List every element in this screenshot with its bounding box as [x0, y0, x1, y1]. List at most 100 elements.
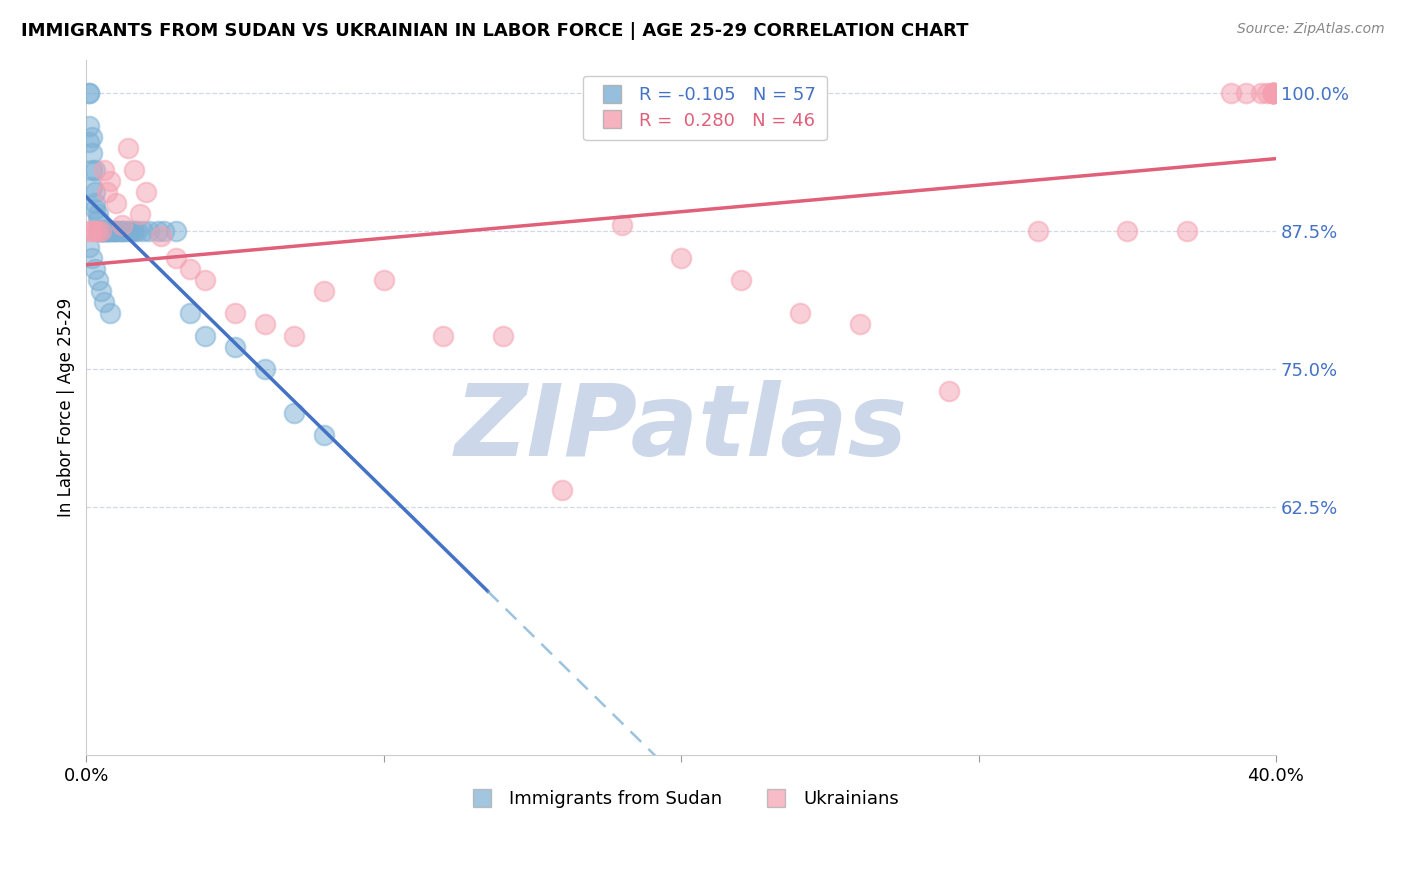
- Point: [1261, 86, 1284, 100]
- Point: [82, 146, 104, 161]
- Point: [1116, 224, 1139, 238]
- Point: [101, 224, 124, 238]
- Point: [122, 224, 145, 238]
- Point: [90, 285, 112, 299]
- Point: [146, 224, 169, 238]
- Point: [98, 174, 121, 188]
- Point: [165, 224, 187, 238]
- Point: [98, 224, 121, 238]
- Point: [105, 224, 128, 238]
- Point: [90, 224, 112, 238]
- Point: [114, 224, 136, 238]
- Point: [179, 306, 201, 320]
- Point: [1261, 86, 1284, 100]
- Point: [149, 229, 172, 244]
- Point: [314, 285, 336, 299]
- Point: [105, 224, 128, 238]
- Point: [138, 224, 160, 238]
- Point: [96, 185, 118, 199]
- Point: [1261, 86, 1284, 100]
- Point: [93, 224, 115, 238]
- Point: [108, 224, 131, 238]
- Point: [105, 196, 128, 211]
- Point: [135, 185, 157, 199]
- Point: [82, 163, 104, 178]
- Point: [93, 163, 115, 178]
- Legend: Immigrants from Sudan, Ukrainians: Immigrants from Sudan, Ukrainians: [457, 783, 905, 815]
- Point: [77, 240, 100, 254]
- Point: [111, 224, 134, 238]
- Point: [82, 179, 104, 194]
- Point: [93, 224, 115, 238]
- Point: [96, 224, 118, 238]
- Point: [87, 207, 110, 221]
- Point: [1250, 86, 1272, 100]
- Point: [1261, 86, 1284, 100]
- Point: [194, 328, 217, 343]
- Point: [87, 273, 110, 287]
- Point: [1256, 86, 1278, 100]
- Point: [93, 295, 115, 310]
- Point: [1234, 86, 1257, 100]
- Point: [165, 252, 187, 266]
- Point: [87, 224, 110, 238]
- Point: [84, 262, 107, 277]
- Point: [194, 273, 217, 287]
- Point: [111, 224, 134, 238]
- Point: [128, 207, 150, 221]
- Point: [90, 224, 112, 238]
- Point: [117, 224, 139, 238]
- Point: [125, 224, 148, 238]
- Text: IMMIGRANTS FROM SUDAN VS UKRAINIAN IN LABOR FORCE | AGE 25-29 CORRELATION CHART: IMMIGRANTS FROM SUDAN VS UKRAINIAN IN LA…: [21, 22, 969, 40]
- Point: [152, 224, 174, 238]
- Point: [117, 141, 139, 155]
- Point: [82, 252, 104, 266]
- Y-axis label: In Labor Force | Age 25-29: In Labor Force | Age 25-29: [58, 298, 75, 516]
- Point: [610, 218, 633, 232]
- Point: [77, 224, 100, 238]
- Point: [492, 328, 515, 343]
- Point: [77, 119, 100, 133]
- Point: [90, 224, 112, 238]
- Point: [77, 136, 100, 150]
- Point: [84, 202, 107, 216]
- Point: [90, 224, 112, 238]
- Point: [224, 306, 246, 320]
- Point: [90, 224, 112, 238]
- Point: [373, 273, 395, 287]
- Point: [101, 224, 124, 238]
- Point: [551, 483, 574, 497]
- Point: [84, 185, 107, 199]
- Point: [1261, 86, 1284, 100]
- Point: [253, 318, 276, 332]
- Point: [87, 224, 110, 238]
- Text: Source: ZipAtlas.com: Source: ZipAtlas.com: [1237, 22, 1385, 37]
- Point: [1220, 86, 1243, 100]
- Point: [84, 224, 107, 238]
- Point: [224, 340, 246, 354]
- Point: [77, 86, 100, 100]
- Point: [98, 224, 121, 238]
- Point: [432, 328, 454, 343]
- Text: ZIPatlas: ZIPatlas: [454, 380, 908, 476]
- Point: [96, 224, 118, 238]
- Point: [1261, 86, 1284, 100]
- Point: [179, 262, 201, 277]
- Point: [1261, 86, 1284, 100]
- Point: [120, 224, 142, 238]
- Point: [132, 224, 155, 238]
- Point: [314, 427, 336, 442]
- Point: [283, 406, 305, 420]
- Point: [730, 273, 752, 287]
- Point: [93, 224, 115, 238]
- Point: [87, 212, 110, 227]
- Point: [82, 129, 104, 144]
- Point: [84, 163, 107, 178]
- Point: [96, 224, 118, 238]
- Point: [1175, 224, 1198, 238]
- Point: [789, 306, 811, 320]
- Point: [84, 196, 107, 211]
- Point: [669, 252, 692, 266]
- Point: [82, 224, 104, 238]
- Point: [98, 306, 121, 320]
